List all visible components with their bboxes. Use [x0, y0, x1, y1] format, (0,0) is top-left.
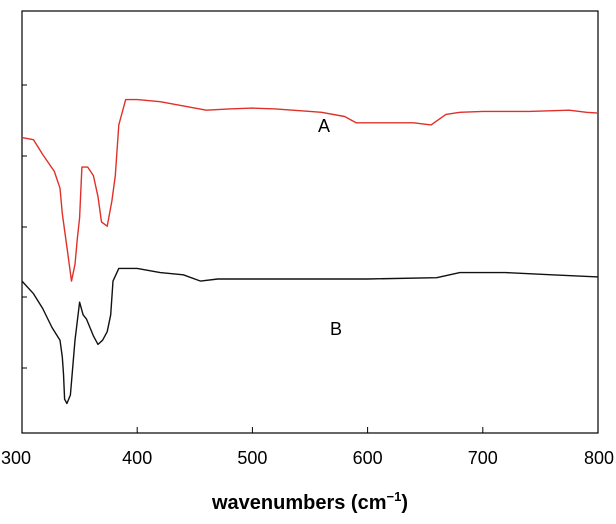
series-line-b	[21, 267, 599, 405]
series-layer	[21, 98, 599, 405]
x-axis-label-sup: −1	[387, 489, 402, 504]
x-tick-label: 700	[468, 448, 498, 468]
x-axis-label-close: )	[401, 492, 408, 514]
x-axis-label: wavenumbers (cm−1)	[211, 489, 408, 514]
series-label-a: A	[318, 116, 330, 136]
series-label-b: B	[330, 319, 342, 339]
x-tick-label: 400	[122, 448, 152, 468]
x-ticks: 300 400 500 600 700 800	[1, 427, 614, 468]
x-tick-label: 300	[1, 448, 31, 468]
plot-area-frame	[21, 10, 599, 434]
x-tick-label: 600	[353, 448, 383, 468]
x-axis-label-main: wavenumbers (cm	[211, 492, 387, 514]
series-line-a	[21, 98, 599, 282]
x-tick-label: 500	[237, 448, 267, 468]
x-tick-label: 800	[584, 448, 614, 468]
y-ticks	[22, 84, 27, 369]
